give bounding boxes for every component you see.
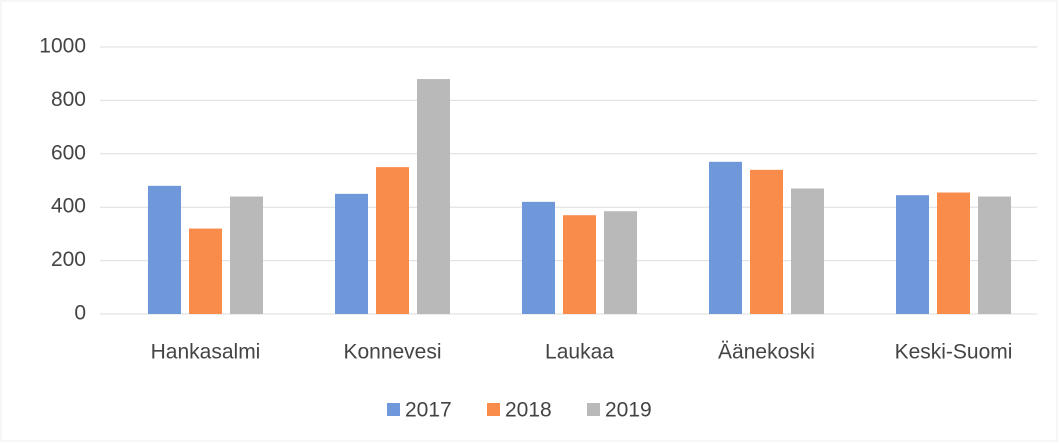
x-tick-label: Konnevesi (343, 341, 441, 364)
y-tick-label: 600 (51, 141, 86, 164)
legend-label: 2019 (605, 399, 652, 422)
x-tick-label: Keski-Suomi (895, 341, 1013, 364)
bar (978, 196, 1011, 314)
legend-label: 2017 (405, 399, 452, 422)
bar (335, 193, 368, 314)
bar (376, 167, 409, 314)
x-tick-label: Laukaa (545, 341, 614, 364)
legend-swatch (387, 403, 400, 416)
bar (896, 195, 929, 314)
legend-swatch (487, 403, 500, 416)
y-tick-label: 200 (51, 248, 86, 271)
bar (522, 201, 555, 314)
y-tick-label: 400 (51, 195, 86, 218)
legend-label: 2018 (505, 399, 552, 422)
bar (709, 161, 742, 314)
y-tick-label: 0 (74, 302, 86, 325)
bar (417, 79, 450, 314)
bar (563, 215, 596, 314)
x-tick-label: Äänekoski (718, 341, 815, 364)
bar (230, 196, 263, 314)
y-tick-label: 800 (51, 88, 86, 111)
bar (189, 228, 222, 314)
y-tick-label: 1000 (39, 35, 86, 58)
bar (148, 185, 181, 314)
bar (604, 211, 637, 314)
legend-swatch (587, 403, 600, 416)
bar (791, 188, 824, 314)
bar (937, 192, 970, 314)
bar (750, 169, 783, 314)
x-tick-label: Hankasalmi (151, 341, 261, 364)
